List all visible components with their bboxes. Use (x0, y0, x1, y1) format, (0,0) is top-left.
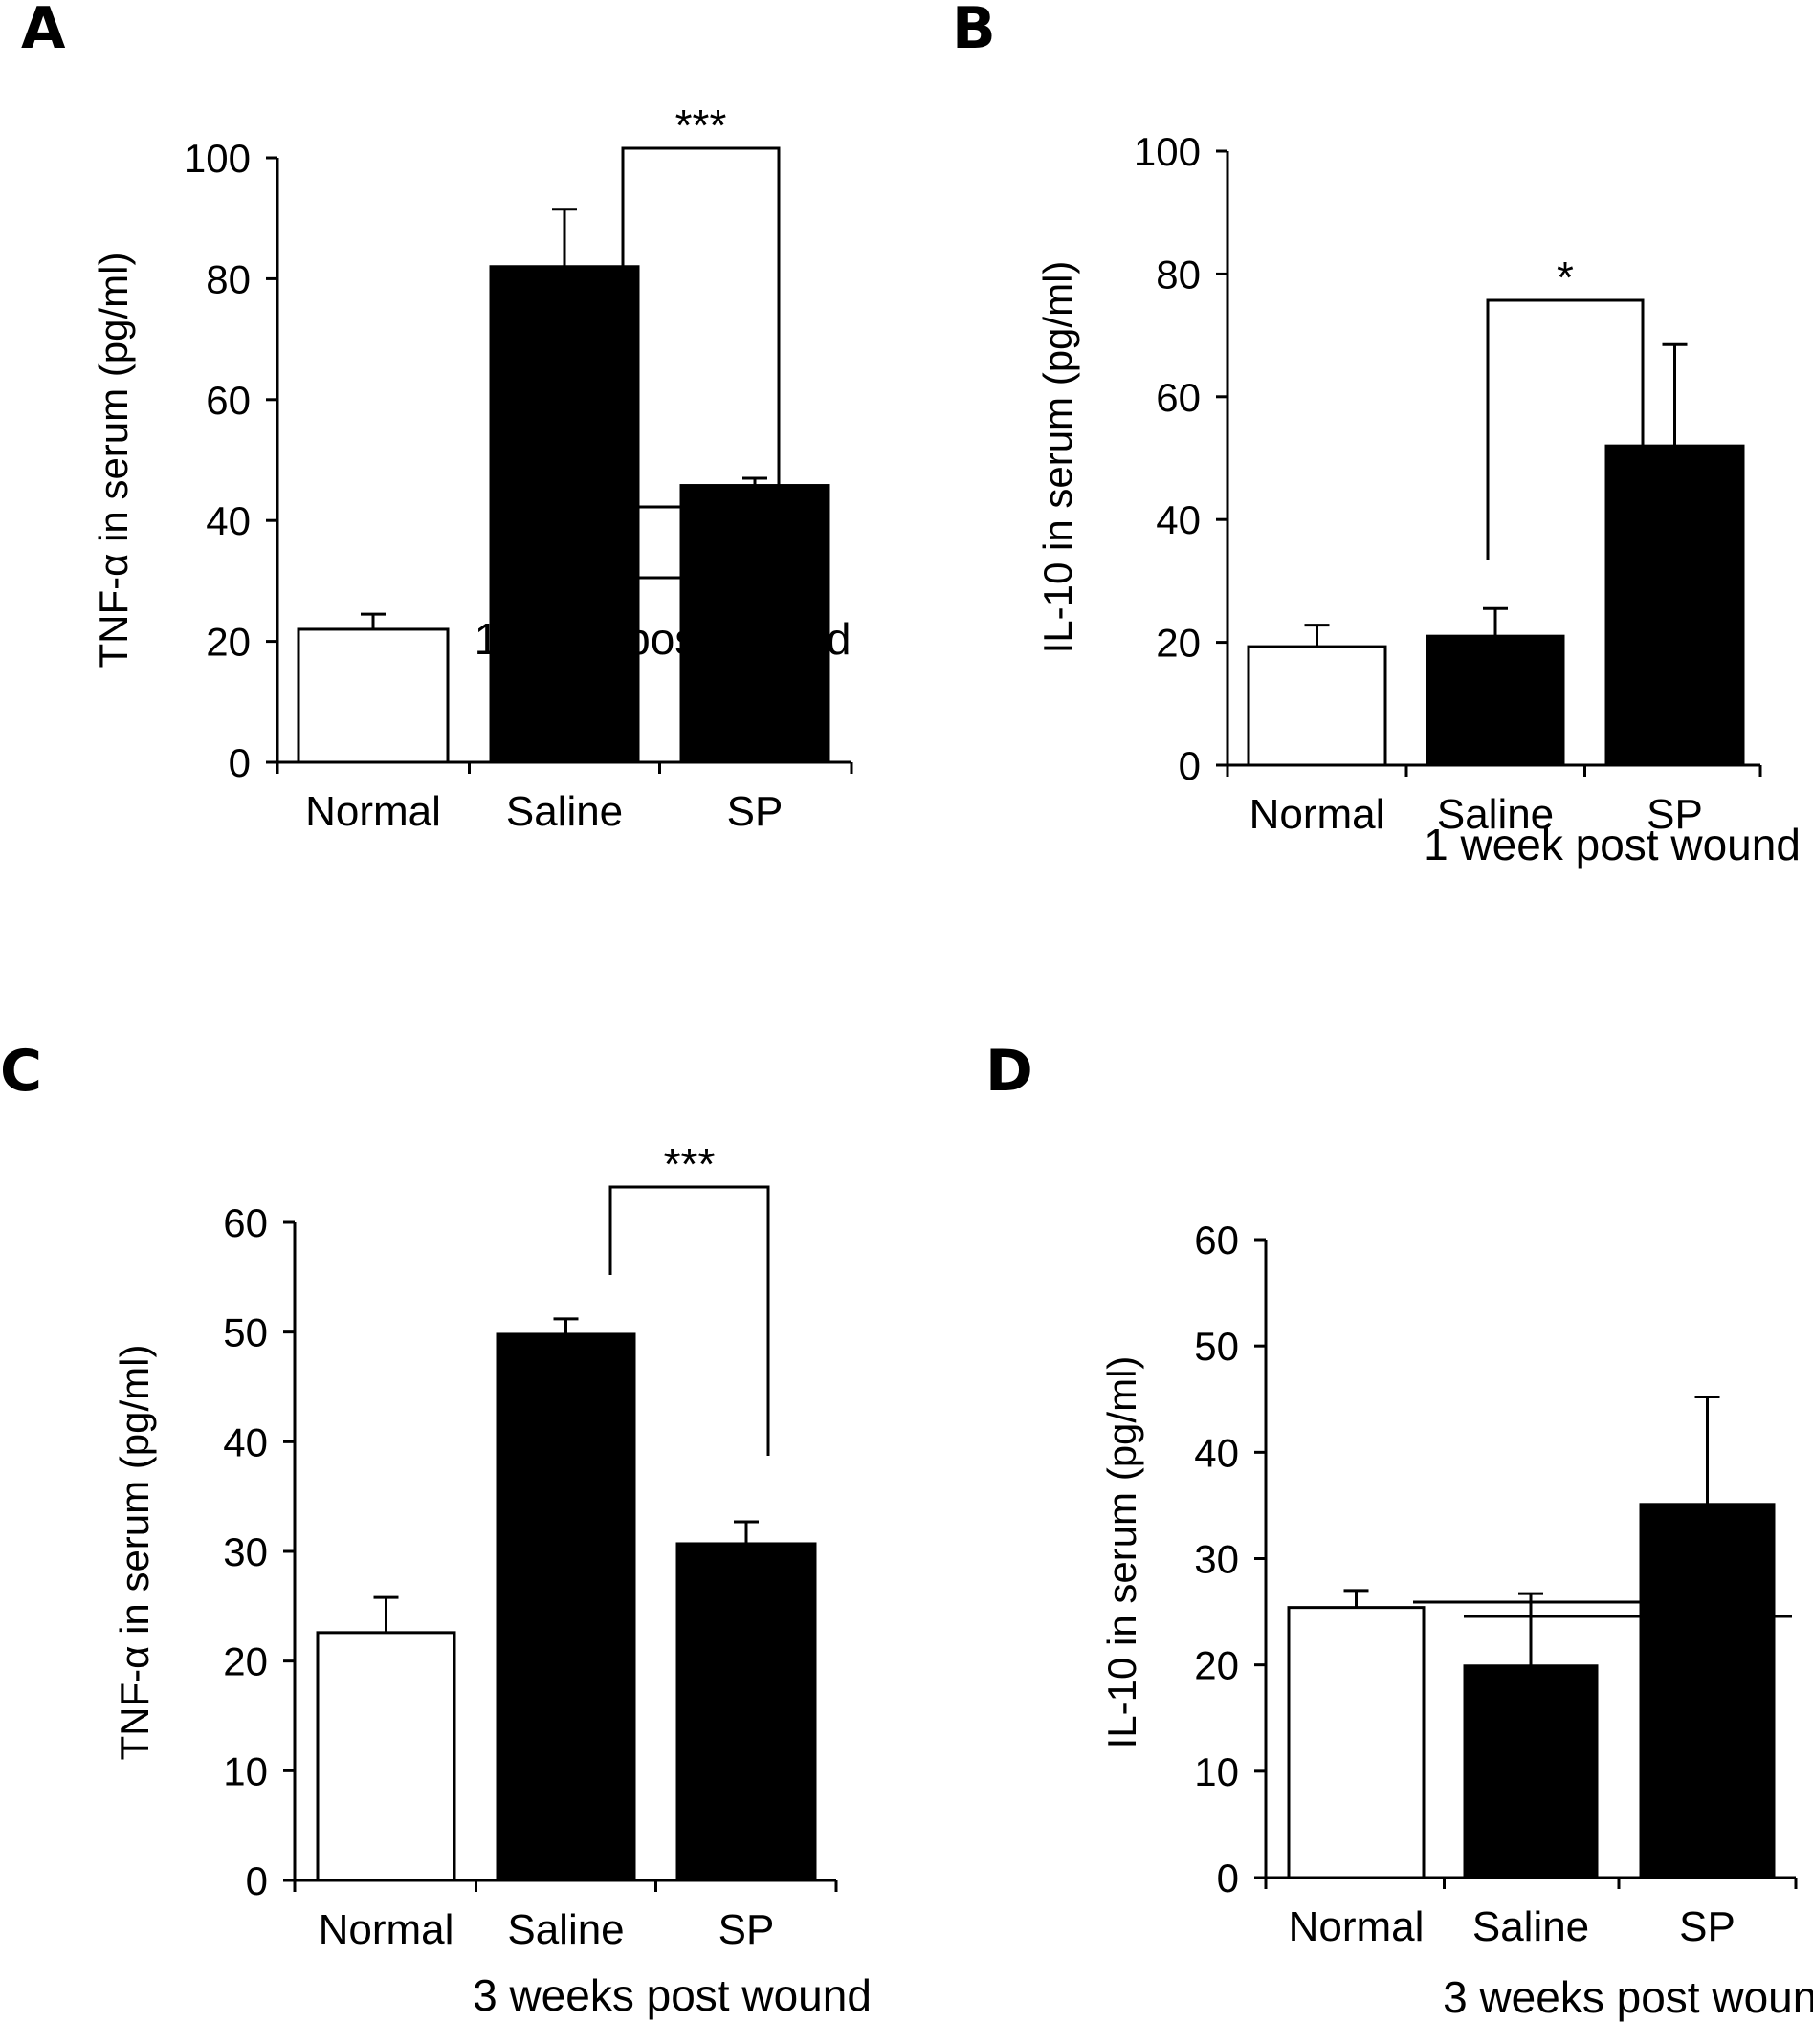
y-tick-label: 40 (1156, 497, 1201, 542)
panel-letter: D (985, 1038, 1033, 1105)
bar-sp (1604, 444, 1745, 767)
category-label: Saline (506, 788, 623, 835)
bar-saline (1463, 1664, 1599, 1879)
y-tick-label: 0 (1217, 1856, 1239, 1901)
y-tick-label: 10 (1194, 1749, 1239, 1794)
y-tick-label: 80 (206, 256, 251, 301)
category-label: Normal (1249, 791, 1385, 838)
category-label: Normal (1289, 1903, 1425, 1950)
y-tick-label: 20 (223, 1639, 268, 1684)
y-tick-label: 20 (1194, 1643, 1239, 1688)
y-tick-label: 80 (1156, 252, 1201, 297)
category-label: Normal (319, 1906, 454, 1953)
y-axis-title: IL-10 in serum (pg/ml) (1035, 261, 1080, 654)
y-axis-title: TNF-α in serum (pg/ml) (112, 1345, 157, 1761)
y-tick-label: 100 (184, 136, 251, 181)
group-label: 3 weeks post wound (473, 1970, 872, 2020)
panel-letter: B (952, 0, 996, 62)
category-label: SP (727, 788, 784, 835)
bar-normal (316, 1631, 456, 1882)
category-label: Saline (1437, 791, 1554, 838)
significance-bracket (608, 1185, 770, 1456)
significance-bracket (1486, 298, 1645, 694)
y-tick-label: 60 (223, 1200, 268, 1245)
panel-b: B 0 20 40 60 80 100 Normal Saline SP IL-10 in seru… (952, 0, 1801, 1604)
bar-sp (679, 484, 830, 764)
y-tick-label: 0 (246, 1858, 268, 1903)
category-label: SP (719, 1906, 775, 1953)
category-label: Saline (507, 1906, 624, 1953)
y-tick-label: 20 (1156, 621, 1201, 666)
y-axis-title: IL-10 in serum (pg/ml) (1099, 1356, 1144, 1749)
panel-letter: C (0, 1038, 42, 1105)
y-tick-label: 100 (1134, 129, 1201, 174)
group-label: 3 weeks post wound (1443, 1972, 1813, 2022)
y-tick-label: 30 (223, 1529, 268, 1574)
group-label: 1 week post wound (1424, 820, 1801, 869)
significance-label: *** (675, 100, 727, 150)
y-tick-label: 60 (206, 378, 251, 423)
y-tick-label: 30 (1194, 1537, 1239, 1582)
y-tick-label: 60 (1194, 1218, 1239, 1263)
bar-sp (1639, 1503, 1776, 1879)
bar-saline (1426, 634, 1565, 767)
group-label: 1 week post wound (475, 614, 851, 664)
bar-saline (496, 1332, 636, 1882)
bar-normal (297, 627, 450, 764)
y-tick-label: 50 (223, 1310, 268, 1355)
bar-sp (675, 1542, 817, 1882)
significance-label: * (1557, 253, 1574, 302)
category-label: Saline (1472, 1903, 1589, 1950)
significance-label: *** (664, 1139, 716, 1189)
y-tick-label: 0 (229, 740, 251, 785)
y-tick-label: 50 (1194, 1324, 1239, 1369)
bar-normal (1247, 645, 1387, 767)
y-tick-label: 40 (206, 498, 251, 543)
category-label: SP (1647, 791, 1703, 838)
panel-letter: A (21, 0, 66, 62)
y-tick-label: 40 (223, 1419, 268, 1464)
category-label: SP (1679, 1903, 1736, 1950)
panel-d: D 0 10 20 30 40 50 60 Normal Saline SP IL-10 in ser… (985, 1038, 1813, 2022)
significance-bracket (621, 146, 781, 560)
y-tick-label: 60 (1156, 375, 1201, 420)
category-label: Normal (305, 788, 441, 835)
y-tick-label: 10 (223, 1748, 268, 1793)
panel-c: C 0 10 20 30 40 50 60 Normal Saline SP TNF-α in ser… (0, 505, 872, 2020)
panel-a: A 0 20 40 60 80 100 Normal Saline SP TNF-α in seru… (21, 0, 853, 835)
y-axis-title: TNF-α in serum (pg/ml) (91, 253, 136, 669)
bar-normal (1287, 1606, 1426, 1879)
bar-saline (489, 265, 640, 764)
y-tick-label: 0 (1179, 743, 1201, 788)
y-tick-label: 40 (1194, 1430, 1239, 1475)
y-tick-label: 20 (206, 620, 251, 665)
